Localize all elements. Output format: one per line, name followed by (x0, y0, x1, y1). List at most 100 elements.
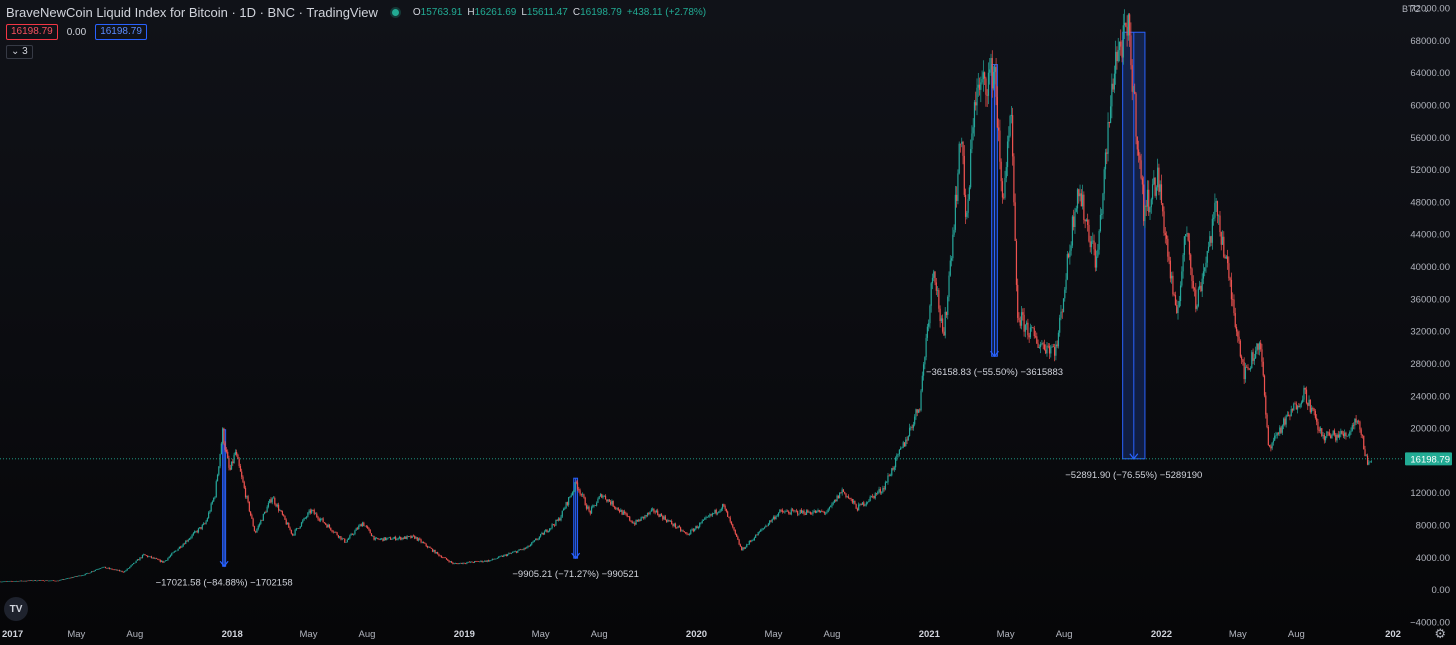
candle-body (1040, 344, 1042, 348)
candle-body (914, 416, 916, 425)
price-axis[interactable]: −4000.00 0.00 4000.00 8000.00 12000.00 20000.… (1405, 4, 1452, 629)
time-tick-label: 2019 (454, 629, 475, 640)
candle-body (1176, 305, 1178, 313)
candle-body (211, 501, 214, 504)
candle-body (10, 581, 13, 582)
candle-body (1076, 189, 1079, 209)
candle-body (569, 496, 571, 498)
candle-body (143, 554, 145, 555)
candle-body (149, 556, 151, 557)
candle-body (662, 515, 664, 520)
candle-body (1141, 178, 1143, 185)
candle-body (1167, 238, 1169, 257)
candle-body (744, 547, 747, 549)
measure-label-0: −17021.58 (−84.88%) −1702158 (156, 577, 293, 588)
candle-body (915, 409, 917, 417)
candle-body (888, 475, 890, 477)
candle-body (842, 489, 845, 492)
candle-body (388, 537, 390, 539)
candle-body (578, 488, 580, 491)
candle-body (1078, 189, 1080, 197)
candle-body (760, 529, 762, 532)
candle-body (244, 487, 247, 498)
candle-body (956, 194, 958, 201)
candle-body (650, 509, 652, 512)
candle-body (103, 566, 105, 568)
candle-body (685, 532, 687, 534)
candle-body (332, 531, 334, 533)
indicators-toggle-button[interactable]: ⌄ 3 (6, 45, 33, 59)
candle-body (844, 491, 846, 494)
tradingview-logo[interactable]: TV (4, 597, 28, 621)
candle-body (1294, 403, 1296, 405)
symbol-title[interactable]: BraveNewCoin Liquid Index for Bitcoin · … (6, 4, 378, 20)
candle-body (631, 521, 633, 524)
candle-body (536, 539, 538, 540)
candle-body (138, 559, 140, 561)
candle-body (767, 523, 769, 526)
candle-body (850, 498, 852, 500)
candle-body (1009, 116, 1011, 136)
candle-body (1178, 301, 1180, 308)
candle-body (126, 568, 128, 571)
candle-body (1126, 26, 1128, 36)
candle-body (1234, 313, 1236, 327)
time-axis[interactable]: 2017 May Aug 2018 May Aug 2019 May Aug 2020 May Aug… (2, 629, 1401, 640)
candle-body (604, 495, 607, 500)
candle-body (132, 562, 135, 565)
candle-body (861, 502, 864, 505)
candle-body (190, 537, 192, 539)
candle-body (42, 580, 44, 581)
sell-price-box[interactable]: 16198.79 (6, 24, 58, 40)
currency-selector[interactable]: BTC ⌄ (1402, 4, 1430, 15)
gear-icon[interactable]: ⚙ (1434, 626, 1446, 641)
candle-body (468, 561, 471, 563)
candle-body (299, 526, 301, 529)
candle-body (514, 551, 516, 552)
candle-body (1003, 197, 1005, 199)
candle-body (921, 375, 923, 391)
candle-body (346, 539, 348, 543)
candle-body (429, 546, 431, 548)
candle-body (929, 305, 931, 324)
candle-body (51, 580, 53, 582)
candle-body (613, 506, 616, 508)
candle-body (1008, 135, 1010, 142)
candle-body (561, 510, 563, 517)
candle-body (167, 558, 169, 561)
candle-body (952, 234, 954, 259)
candle-body (1266, 414, 1268, 428)
candle-body (146, 555, 149, 557)
candle-body (225, 449, 228, 452)
candle-body (330, 527, 332, 531)
candle-body (1249, 368, 1252, 370)
candle-body (608, 499, 610, 502)
candle-body (602, 496, 604, 498)
candle-body (884, 482, 887, 490)
candle-body (1043, 344, 1046, 350)
candle-body (8, 581, 10, 582)
candle-body (1183, 236, 1185, 255)
candle-body (1055, 344, 1057, 356)
plot-area[interactable]: −17021.58 (−84.88%) −1702158 −9905.21 (−7… (0, 9, 1403, 588)
candle-body (140, 557, 142, 559)
candle-body (258, 523, 261, 526)
candle-body (435, 552, 437, 554)
candle-body (116, 569, 118, 571)
candle-body (158, 559, 160, 561)
buy-price-box[interactable]: 16198.79 (95, 24, 147, 40)
candle-body (471, 561, 473, 563)
candle-body (672, 524, 674, 526)
candle-body (178, 546, 180, 549)
candle-body (853, 500, 855, 503)
candle-body (101, 567, 103, 569)
candle-body (486, 560, 488, 562)
candle-body (989, 69, 991, 73)
candle-body (1089, 241, 1091, 248)
candle-body (540, 534, 542, 537)
candle-body (166, 560, 168, 561)
candle-body (1186, 233, 1188, 235)
candle-body (1331, 434, 1333, 439)
candle-body (106, 568, 108, 569)
